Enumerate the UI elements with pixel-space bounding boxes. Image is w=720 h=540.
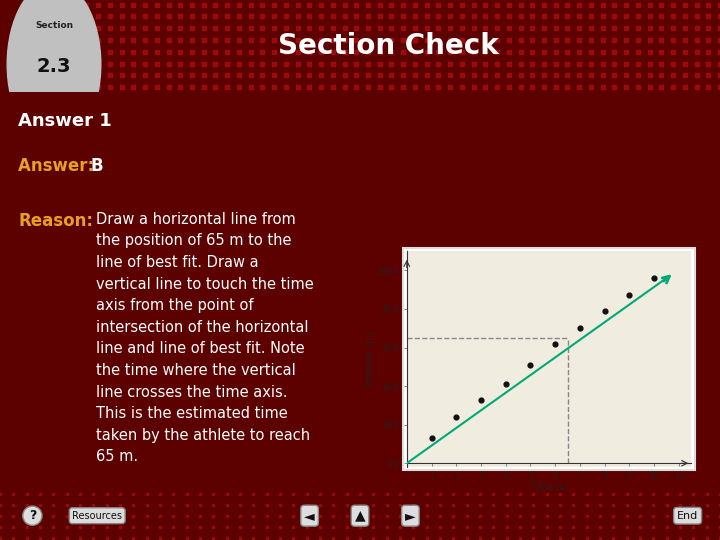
Point: [500, 380, 511, 388]
Text: ◄: ◄: [305, 509, 315, 523]
Text: ?: ?: [29, 509, 36, 522]
Point: [648, 274, 660, 282]
Text: Section: Section: [35, 21, 73, 30]
Text: Draw a horizontal line from
the position of 65 m to the
line of best fit. Draw a: Draw a horizontal line from the position…: [96, 212, 314, 464]
Point: [599, 307, 611, 315]
Text: Resources: Resources: [72, 511, 122, 521]
Text: 2.3: 2.3: [37, 57, 71, 76]
Point: [475, 395, 487, 404]
Point: [426, 434, 437, 442]
Ellipse shape: [7, 0, 101, 147]
Text: End: End: [677, 511, 698, 521]
Y-axis label: Position (m): Position (m): [366, 332, 374, 386]
Text: B: B: [90, 157, 103, 175]
Point: [451, 413, 462, 421]
Text: Reason:: Reason:: [18, 212, 93, 230]
Point: [624, 291, 635, 300]
X-axis label: Time (s): Time (s): [531, 483, 567, 491]
Text: Answer 1: Answer 1: [18, 112, 112, 130]
Text: ▲: ▲: [355, 509, 365, 523]
Text: ►: ►: [405, 509, 415, 523]
Text: Section Check: Section Check: [279, 32, 499, 60]
Point: [525, 361, 536, 369]
Point: [549, 339, 561, 348]
Point: [574, 324, 585, 333]
Text: Answer:: Answer:: [18, 157, 100, 175]
